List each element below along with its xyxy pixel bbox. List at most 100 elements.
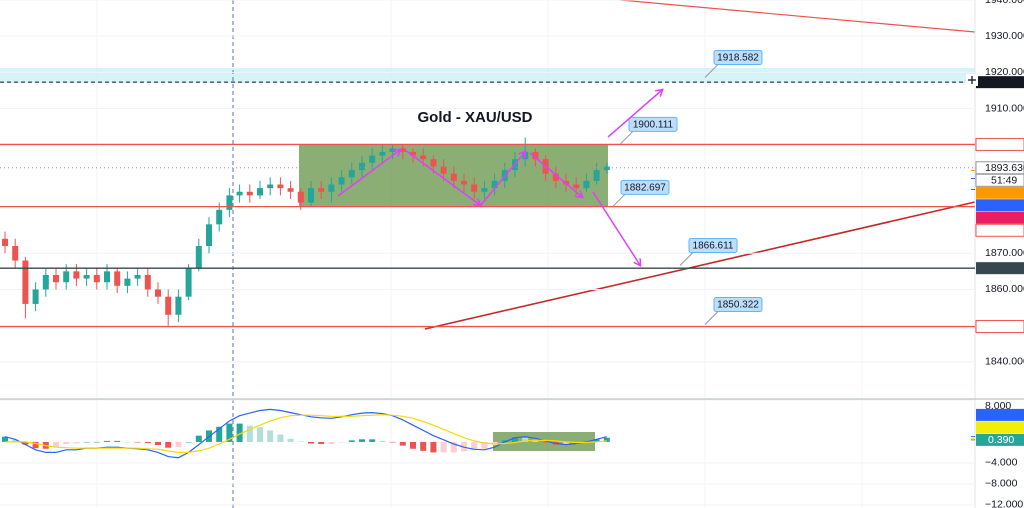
- histogram-bar: [267, 430, 274, 442]
- histogram-bar: [512, 437, 518, 442]
- histogram-bar: [430, 441, 437, 453]
- histogram-bar: [63, 441, 70, 445]
- candle-body: [603, 166, 610, 171]
- candle-body: [491, 180, 498, 189]
- zone-band: [0, 68, 975, 83]
- histogram-bar: [542, 441, 549, 443]
- histogram-bar: [2, 436, 8, 442]
- candle-body: [552, 173, 559, 181]
- histogram-bar: [93, 441, 100, 443]
- candle-body: [532, 151, 539, 160]
- y-tick-label: 1870.000: [985, 247, 1024, 259]
- y-tick-label: 8.000: [985, 400, 1011, 412]
- candle-body: [450, 173, 457, 181]
- candle-body: [93, 274, 100, 283]
- candle-body: [461, 180, 467, 185]
- callout-box: [628, 116, 678, 132]
- y-tick-label: 1920.000: [985, 66, 1024, 78]
- range-box-macd: [493, 432, 595, 451]
- candle-body: [277, 184, 284, 189]
- vertical-grid: [96, 0, 863, 508]
- callout-box: [713, 296, 763, 312]
- candle-body: [318, 188, 325, 192]
- callout-leader: [611, 193, 626, 208]
- countdown-tag: [975, 173, 1024, 187]
- histogram-bar: [328, 441, 335, 445]
- candle-body: [226, 195, 233, 210]
- candle-body: [481, 188, 488, 192]
- chart-title: Gold - XAU/USD: [418, 109, 533, 126]
- histogram-bar: [22, 441, 29, 445]
- arrow: [607, 90, 662, 138]
- candle-body: [195, 246, 202, 268]
- histogram-bar: [481, 441, 488, 449]
- candle-body: [573, 184, 580, 189]
- callout-box: [713, 49, 763, 65]
- histogram-bar: [471, 441, 478, 451]
- callout-leader: [704, 64, 719, 78]
- y-tick-label: 1860.000: [985, 283, 1024, 295]
- histogram-bar: [287, 438, 294, 442]
- candle-body: [12, 246, 19, 261]
- callout-label: 1866.611: [693, 241, 734, 252]
- candle-body: [593, 170, 600, 181]
- value-tag: [976, 421, 1024, 434]
- add-button[interactable]: [966, 74, 978, 86]
- price-tag-label: 1893.630: [985, 162, 1024, 174]
- candle-body: [185, 267, 192, 297]
- price-tag: [976, 199, 1024, 212]
- histogram-bar: [563, 441, 569, 445]
- candle-body: [410, 151, 416, 156]
- candle-body: [144, 274, 151, 290]
- histogram-bar: [236, 423, 243, 442]
- histogram-bar: [277, 434, 284, 442]
- candle-body: [53, 274, 59, 283]
- trend-line: [424, 201, 976, 330]
- y-tick-label: 1840.000: [985, 356, 1024, 368]
- histogram-bar: [410, 441, 416, 449]
- candle-body: [63, 271, 70, 283]
- candle-body: [134, 274, 141, 279]
- candle-body: [359, 162, 365, 171]
- price-tag: [976, 186, 1024, 199]
- arrow: [592, 191, 640, 265]
- arrow: [337, 150, 400, 197]
- candle-body: [348, 170, 355, 178]
- histogram-bar: [308, 441, 314, 444]
- histogram-bar: [522, 437, 529, 442]
- candle-body: [124, 278, 131, 286]
- callout-label: 1882.697: [624, 182, 666, 193]
- candle-body: [257, 188, 263, 196]
- histogram-bar: [603, 437, 610, 442]
- candle-body: [2, 238, 8, 247]
- arrow: [529, 152, 582, 197]
- candle-body: [369, 155, 376, 163]
- candle-body: [440, 166, 447, 174]
- histogram-bar: [226, 423, 233, 442]
- value-tag-label: 0.390: [988, 434, 1014, 446]
- candle-body: [430, 159, 437, 167]
- y-tick-label: −8.000: [985, 478, 1018, 490]
- histogram-bar: [175, 441, 182, 448]
- histogram-bar: [420, 441, 427, 451]
- callout-leader: [679, 252, 694, 266]
- histogram-bar: [379, 440, 386, 442]
- histogram-bar: [593, 439, 600, 442]
- candle-body: [175, 296, 182, 315]
- price-tag: [976, 262, 1024, 275]
- histogram-bar: [318, 441, 325, 445]
- candle-body: [399, 148, 406, 152]
- countdown-label: 51:49: [991, 175, 1017, 187]
- histogram-bar: [53, 441, 59, 448]
- candle-body: [287, 188, 294, 192]
- histogram-bar: [440, 441, 447, 453]
- candle-body: [32, 289, 39, 304]
- candle-body: [104, 271, 110, 283]
- candle-body: [73, 271, 80, 279]
- histogram-bar: [155, 441, 161, 446]
- arrows: [337, 90, 662, 265]
- candle-body: [522, 151, 529, 160]
- histogram-bar: [114, 440, 121, 442]
